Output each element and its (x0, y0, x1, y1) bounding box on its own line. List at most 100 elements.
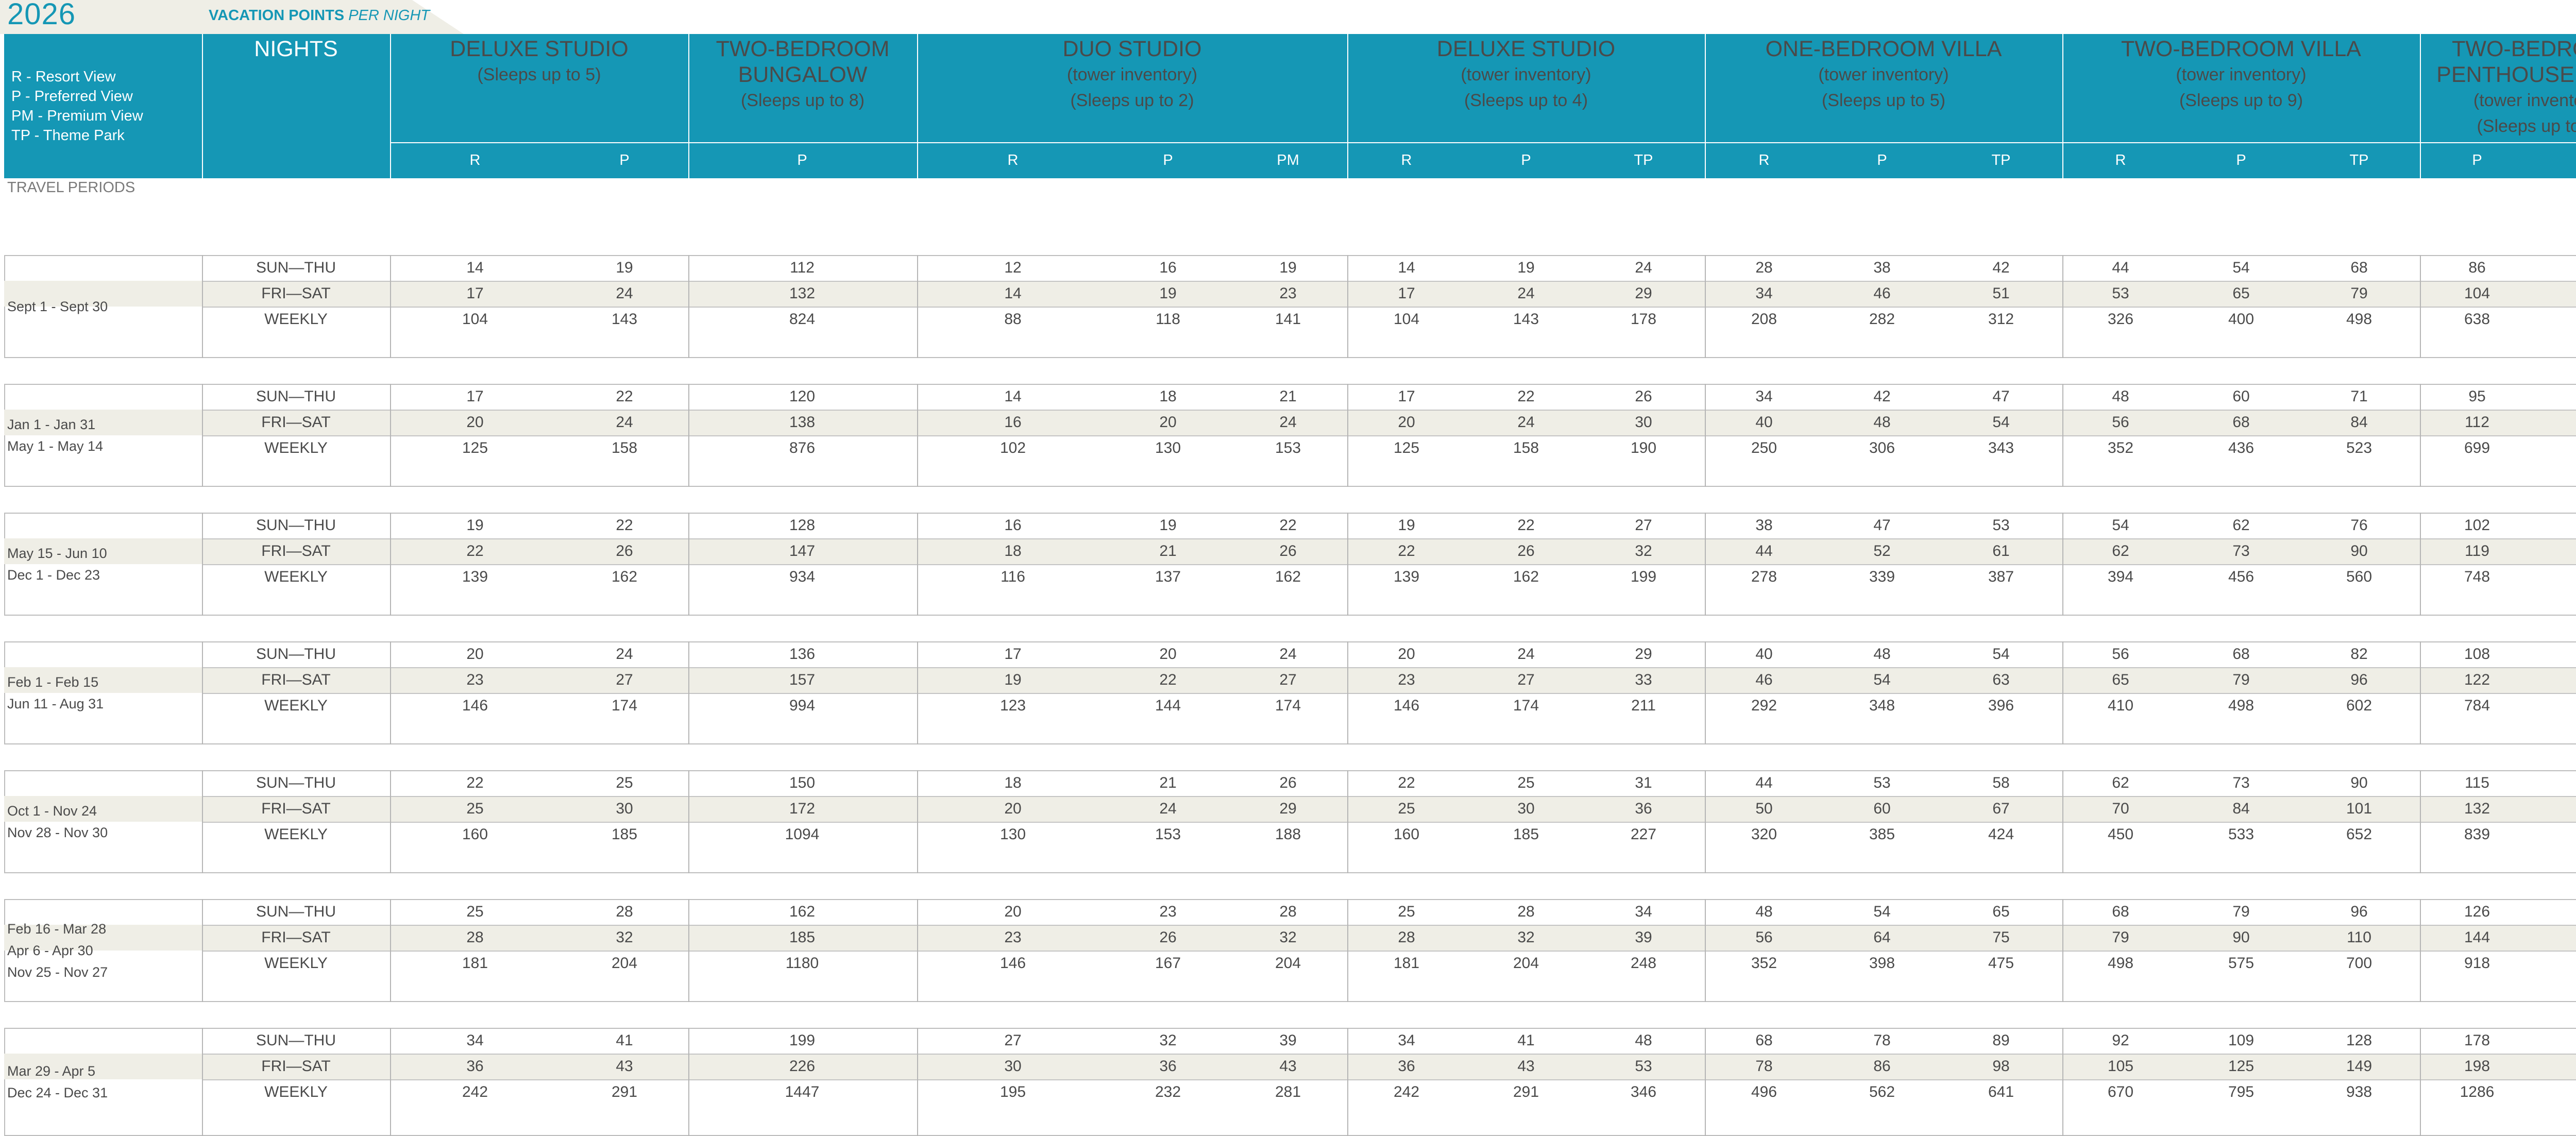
points-value: 96 (2350, 671, 2368, 688)
row-divider (202, 538, 2576, 539)
room-type-subtitle: (Sleeps up to 8) (740, 91, 865, 110)
points-value: 54 (1992, 414, 2010, 431)
points-value: 16 (1004, 414, 1022, 431)
points-value: 456 (2228, 568, 2255, 585)
points-value: 291 (611, 1083, 638, 1100)
points-value: 670 (2107, 1083, 2134, 1100)
view-code-header: R (1758, 151, 1770, 168)
points-value: 139 (462, 568, 488, 585)
points-value: 25 (1398, 800, 1415, 817)
column-divider (688, 1028, 689, 1136)
points-value: 119 (2465, 542, 2489, 559)
points-value: 1286 (2460, 1083, 2495, 1100)
nights-header-label: NIGHTS (254, 37, 338, 61)
points-value: 602 (2346, 697, 2372, 714)
points-value: 104 (462, 311, 488, 328)
header-divider (2420, 34, 2421, 178)
vacation-points-label: VACATION POINTS (209, 7, 345, 24)
points-value: 44 (1755, 774, 1773, 791)
points-value: 143 (1513, 311, 1539, 328)
points-value: 312 (1988, 311, 2014, 328)
nights-header: NIGHTS (202, 34, 390, 142)
travel-period-date-range: May 1 - May 14 (7, 438, 104, 454)
points-value: 78 (1755, 1058, 1773, 1075)
points-value: 147 (789, 542, 816, 559)
points-value: 51 (1992, 285, 2010, 302)
column-divider (688, 770, 689, 873)
points-value: 410 (2107, 697, 2134, 714)
nights-row-label: FRI—SAT (261, 671, 331, 688)
column-divider (390, 641, 391, 744)
column-divider (390, 384, 391, 487)
points-value: 387 (1988, 568, 2014, 585)
points-value: 22 (1279, 517, 1297, 534)
points-value: 575 (2228, 955, 2255, 972)
points-value: 204 (1275, 955, 1301, 972)
points-value: 102 (2464, 517, 2490, 534)
points-value: 128 (789, 517, 816, 534)
points-value: 934 (789, 568, 816, 585)
room-type-name: DELUXE STUDIO (450, 37, 629, 61)
points-value: 70 (2112, 800, 2129, 817)
points-value: 26 (1159, 929, 1177, 946)
points-value: 144 (1155, 697, 1181, 714)
travel-period-dates: Sept 1 - Sept 30 (7, 296, 198, 317)
points-value: 43 (616, 1058, 633, 1075)
per-night-label: PER NIGHT (348, 7, 430, 24)
column-divider (1347, 899, 1348, 1002)
points-value: 46 (1873, 285, 1891, 302)
points-value: 105 (2107, 1058, 2134, 1075)
travel-period-date-range: Feb 1 - Feb 15 (7, 674, 99, 690)
nights-row-label: SUN—THU (256, 388, 336, 405)
points-value: 48 (1635, 1032, 1652, 1049)
points-value: 82 (2350, 646, 2368, 663)
points-value: 90 (2350, 542, 2368, 559)
points-value: 795 (2228, 1083, 2255, 1100)
points-value: 638 (2464, 311, 2490, 328)
points-value: 30 (1517, 800, 1535, 817)
room-type-header: TWO-BEDROOM BUNGALOW (Sleeps up to 8) (688, 34, 917, 142)
column-divider (917, 384, 918, 487)
points-value: 53 (1873, 774, 1891, 791)
column-divider (202, 1028, 203, 1136)
points-value: 21 (1279, 388, 1297, 405)
travel-period-date-range: Feb 16 - Mar 28 (7, 921, 107, 937)
points-value: 26 (1517, 542, 1535, 559)
points-value: 14 (1004, 388, 1022, 405)
points-value: 123 (999, 697, 1026, 714)
points-value: 38 (1873, 259, 1891, 276)
points-value: 60 (1873, 800, 1891, 817)
points-value: 178 (2464, 1032, 2490, 1049)
points-value: 12 (1004, 259, 1022, 276)
points-value: 17 (1398, 388, 1415, 405)
points-value: 208 (1751, 311, 1777, 328)
points-value: 27 (616, 671, 633, 688)
points-value: 699 (2464, 439, 2490, 456)
points-value: 282 (1869, 311, 1895, 328)
room-type-subtitle: (tower inventory) (1066, 65, 1198, 84)
nights-row-label: FRI—SAT (261, 1058, 331, 1075)
column-divider (202, 255, 203, 358)
points-value: 56 (1755, 929, 1773, 946)
title-band (0, 0, 464, 34)
points-value: 36 (466, 1058, 484, 1075)
room-type-header: TWO-BEDROOMPENTHOUSE VILLA (tower invento… (2420, 34, 2576, 142)
points-value: 27 (1004, 1032, 1022, 1049)
points-value: 17 (466, 388, 484, 405)
room-type-name: PENTHOUSE VILLA (2436, 62, 2576, 87)
points-value: 98 (1992, 1058, 2010, 1075)
points-value: 102 (999, 439, 1026, 456)
points-value: 22 (1398, 542, 1415, 559)
column-divider (917, 899, 918, 1002)
points-value: 44 (2112, 259, 2129, 276)
points-value: 53 (1992, 517, 2010, 534)
nights-row-label: SUN—THU (256, 903, 336, 920)
row-divider (202, 1079, 2576, 1080)
column-divider (2420, 384, 2421, 487)
points-value: 24 (1517, 285, 1535, 302)
points-value: 24 (1279, 646, 1297, 663)
points-value: 162 (611, 568, 638, 585)
column-divider (1347, 255, 1348, 358)
points-value: 112 (790, 259, 815, 276)
travel-period-date-range: Mar 29 - Apr 5 (7, 1063, 96, 1079)
